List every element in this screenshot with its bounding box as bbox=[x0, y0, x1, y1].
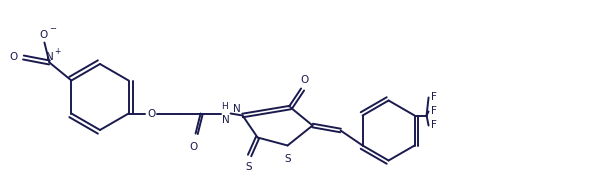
Text: H: H bbox=[222, 101, 228, 111]
Text: O: O bbox=[39, 29, 48, 40]
Text: F: F bbox=[431, 92, 437, 101]
Text: O: O bbox=[189, 141, 198, 152]
Text: O: O bbox=[301, 74, 309, 85]
Text: O: O bbox=[147, 108, 156, 119]
Text: O: O bbox=[10, 53, 18, 62]
Text: F: F bbox=[431, 120, 437, 130]
Text: F: F bbox=[431, 106, 437, 115]
Text: S: S bbox=[285, 154, 291, 165]
Text: N: N bbox=[222, 114, 229, 125]
Text: S: S bbox=[245, 163, 252, 172]
Text: N: N bbox=[233, 104, 241, 113]
Text: +: + bbox=[55, 47, 61, 55]
Text: N: N bbox=[46, 51, 53, 61]
Text: −: − bbox=[49, 24, 56, 34]
